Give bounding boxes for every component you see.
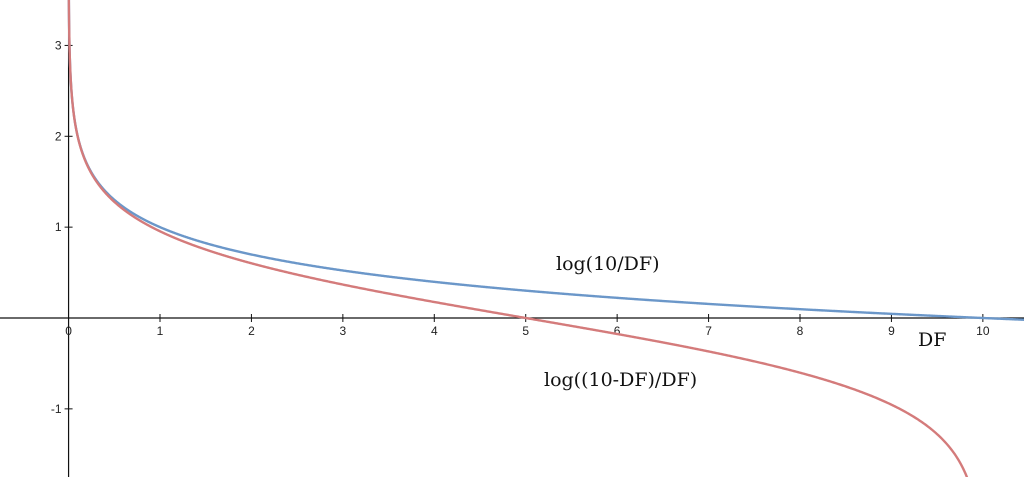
x-axis-label: DF bbox=[918, 329, 946, 351]
y-tick-label: 1 bbox=[55, 220, 62, 234]
y-tick-label: 3 bbox=[55, 38, 62, 52]
x-tick-label: 7 bbox=[705, 324, 712, 338]
x-tick-label: 3 bbox=[340, 324, 347, 338]
x-tick-label: 1 bbox=[157, 324, 164, 338]
x-tick-label: 6 bbox=[614, 324, 621, 338]
labels: DF log(10/DF) log((10-DF)/DF) bbox=[544, 253, 946, 391]
x-tick-label: 10 bbox=[976, 324, 990, 338]
x-tick-label: 9 bbox=[888, 324, 895, 338]
x-tick-label: 2 bbox=[248, 324, 255, 338]
series-label-log-10-minus-df-over-df: log((10-DF)/DF) bbox=[544, 369, 697, 391]
ticks: 0 1 2 3 4 5 6 7 8 9 10 -1 1 2 3 bbox=[51, 38, 990, 415]
y-tick-label: 2 bbox=[55, 129, 62, 143]
series-label-log-10-df: log(10/DF) bbox=[556, 253, 660, 275]
x-tick-label: 8 bbox=[797, 324, 804, 338]
x-tick-label: 4 bbox=[431, 324, 438, 338]
curves bbox=[67, 0, 1024, 477]
x-tick-label: 0 bbox=[65, 324, 72, 338]
series-line-2 bbox=[67, 0, 969, 477]
x-tick-label: 5 bbox=[522, 324, 529, 338]
y-tick-label: -1 bbox=[51, 402, 62, 416]
